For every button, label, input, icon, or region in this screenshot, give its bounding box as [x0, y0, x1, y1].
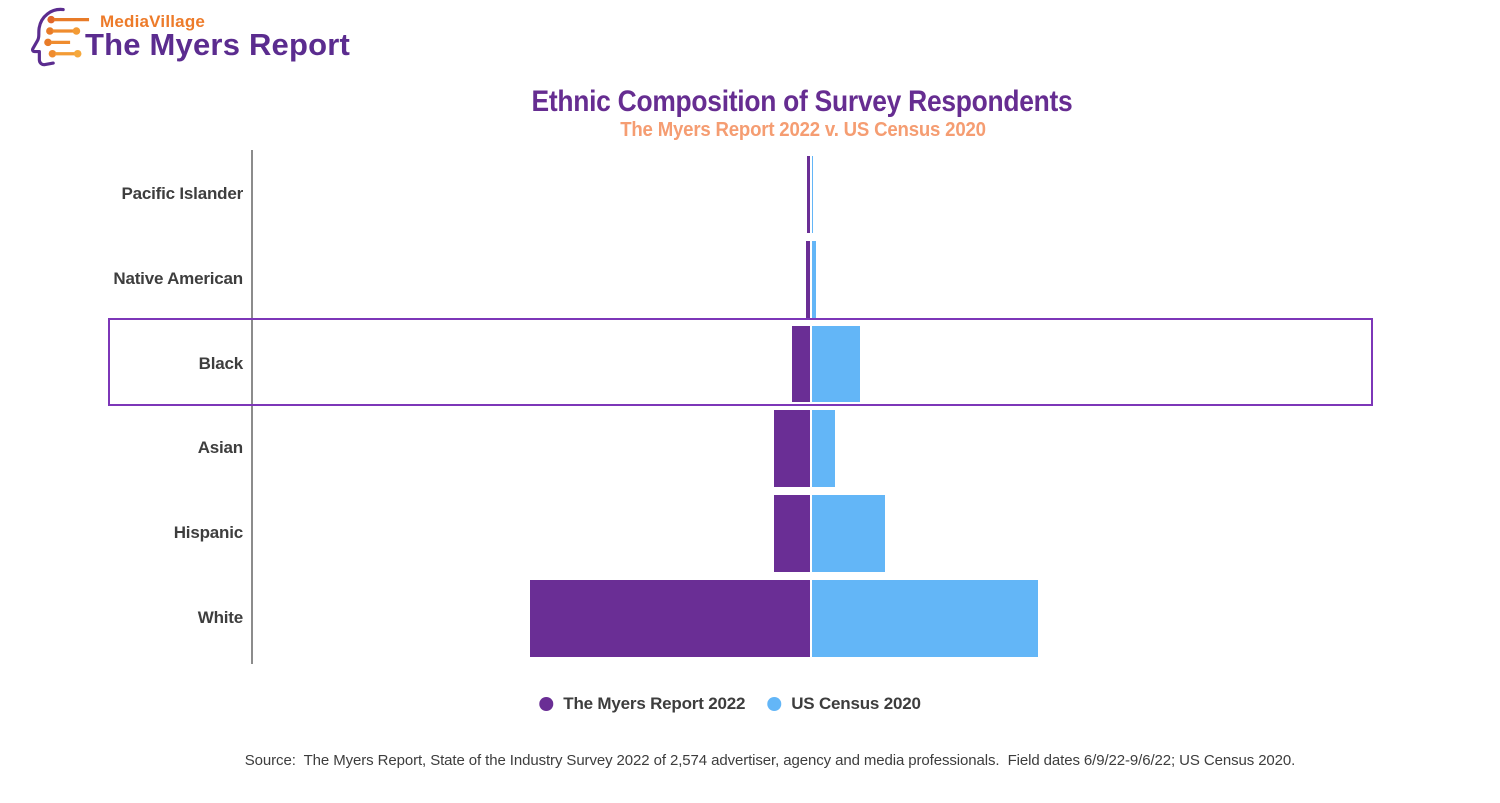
- logo-title-text: The Myers Report: [85, 27, 351, 62]
- census-bar: [811, 240, 816, 318]
- category-label: Pacific Islander: [121, 184, 243, 203]
- census-bar: [811, 580, 1038, 657]
- category-label: Black: [198, 353, 244, 373]
- chart-row: White: [0, 576, 1500, 661]
- mediavillage-logo: MediaVillage The Myers Report: [28, 5, 388, 67]
- myers-bar: [774, 495, 810, 572]
- category-label: White: [197, 608, 243, 627]
- category-label: Hispanic: [173, 523, 243, 543]
- myers-bar: [806, 240, 810, 318]
- head-circuit-icon: [31, 7, 90, 67]
- chart-row: Black: [0, 322, 1500, 407]
- legend-label-census: US Census 2020: [791, 694, 921, 713]
- legend-dot-census-icon: [767, 697, 782, 711]
- census-bar: [811, 325, 861, 403]
- myers-bar: [791, 325, 810, 403]
- legend: The Myers Report 2022 US Census 2020: [539, 694, 921, 714]
- myers-bar: [774, 410, 810, 488]
- category-label: Native American: [113, 268, 243, 288]
- chart-row: Asian: [0, 406, 1500, 491]
- census-bar: [811, 495, 885, 572]
- logo-brand-text: MediaVillage: [100, 12, 206, 31]
- chart-subtitle: The Myers Report 2022 v. US Census 2020: [620, 119, 986, 141]
- chart-row: Hispanic: [0, 491, 1500, 576]
- legend-label-myers: The Myers Report 2022: [563, 694, 746, 713]
- source-note: Source: The Myers Report, State of the I…: [244, 752, 1296, 769]
- legend-dot-myers-icon: [539, 697, 554, 711]
- census-bar: [811, 156, 814, 233]
- chart-row: Pacific Islander: [0, 152, 1500, 237]
- chart-row: Native American: [0, 237, 1500, 322]
- y-axis-line: [251, 150, 253, 664]
- plot-area: Pacific Islander Native American Black Asia…: [0, 150, 1500, 664]
- census-bar: [811, 410, 835, 488]
- category-label: Asian: [197, 438, 243, 458]
- myers-bar: [529, 580, 810, 657]
- legend-item-myers: The Myers Report 2022: [539, 694, 745, 714]
- highlight-box: [108, 318, 1373, 406]
- legend-item-census: US Census 2020: [767, 694, 921, 714]
- chart-title: Ethnic Composition of Survey Respondents: [531, 85, 1073, 118]
- myers-bar: [807, 156, 810, 233]
